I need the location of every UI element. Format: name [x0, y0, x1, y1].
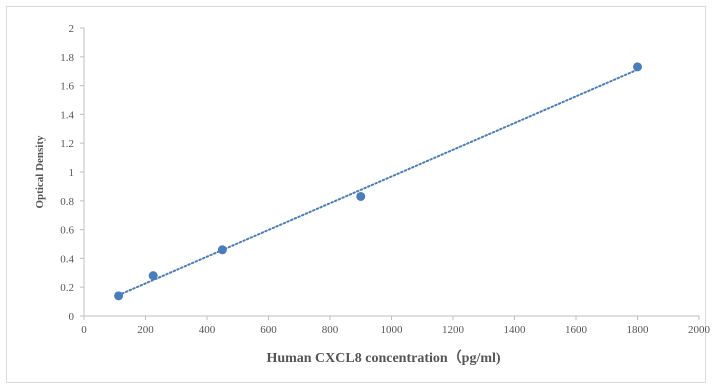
data-point: [148, 271, 158, 281]
x-tick-labels: 0 200 400 600 800 1000 1200 1400 1600 1800 2000: [81, 324, 710, 336]
y-tick-label: 1: [69, 167, 75, 179]
chart-frame: [6, 6, 706, 383]
y-tick-label: 1.4: [60, 109, 74, 121]
y-tick-label: 0.2: [60, 282, 74, 294]
data-point: [633, 62, 642, 72]
y-axis-title: Optical Density: [34, 135, 46, 209]
y-tick-labels: 0 0.2 0.4 0.6 0.8 1 1.2 1.4 1.6 1.8 2: [60, 23, 74, 323]
x-axis-title: Human CXCL8 concentration（pg/ml): [266, 350, 500, 366]
x-tick-label: 1200: [442, 324, 465, 336]
trendline-group: [117, 68, 639, 297]
x-tick-label: 1600: [565, 324, 588, 336]
x-tick-label: 1400: [504, 324, 527, 336]
y-tick-label: 0: [69, 311, 75, 323]
axes: [80, 27, 700, 320]
data-point: [114, 291, 124, 301]
y-tick-label: 0.6: [60, 225, 74, 237]
data-point: [217, 245, 227, 255]
x-tick-label: 0: [81, 324, 87, 336]
x-tick-label: 400: [199, 324, 216, 336]
x-tick-label: 600: [260, 324, 277, 336]
linear-trendline: [117, 68, 639, 297]
y-tick-label: 1.6: [60, 81, 74, 93]
x-tick-label: 200: [137, 324, 154, 336]
x-tick-label: 1800: [627, 324, 650, 336]
y-tick-label: 1.2: [60, 138, 74, 150]
y-tick-label: 0.8: [60, 196, 74, 208]
x-tick-label: 1000: [381, 324, 404, 336]
x-tick-label: 2000: [688, 324, 711, 336]
data-points: [114, 62, 642, 301]
y-tick-label: 0.4: [60, 253, 74, 265]
y-tick-label: 2: [69, 23, 75, 35]
y-tick-label: 1.8: [60, 52, 74, 64]
x-tick-label: 800: [322, 324, 339, 336]
data-point: [356, 191, 366, 201]
